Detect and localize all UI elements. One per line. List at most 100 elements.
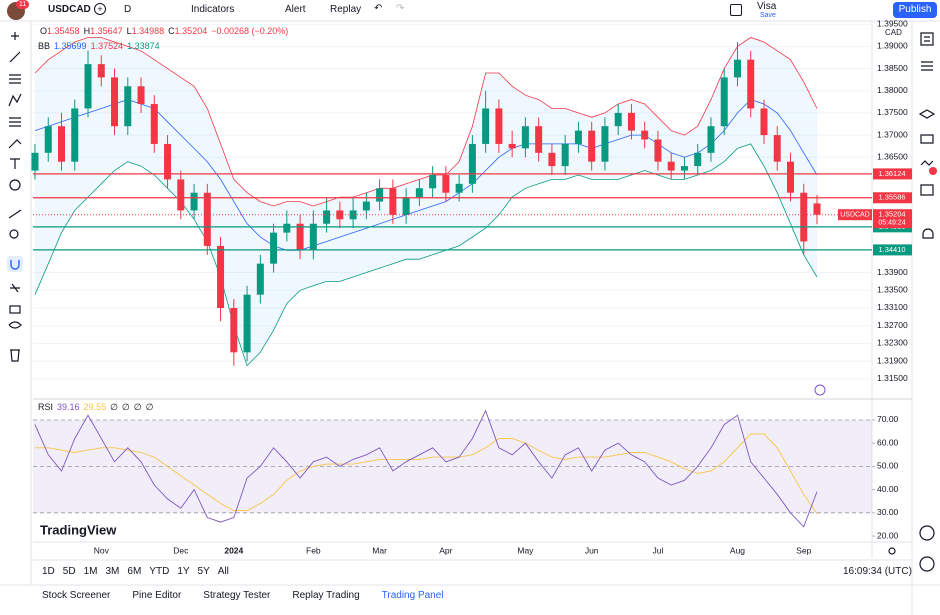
candle-body	[508, 143, 516, 149]
bb-value: 1.35699	[54, 41, 87, 51]
ohlc-label: H	[83, 26, 91, 36]
bottom-tab[interactable]: Strategy Tester	[203, 590, 271, 601]
y-tick-label: 1.38000	[877, 85, 908, 95]
candle-body	[283, 223, 291, 233]
bottom-tab[interactable]: Trading Panel	[381, 590, 444, 601]
compare-button[interactable]: +	[94, 3, 106, 15]
left-tools	[7, 32, 23, 362]
y-tick-label: 1.32300	[877, 338, 908, 348]
watermark: TradingView	[40, 522, 117, 537]
candle-body	[177, 179, 185, 211]
y-tick-label: 1.36500	[877, 151, 908, 161]
replay-button[interactable]: Replay	[330, 4, 362, 15]
ohlc-value: 1.35458	[47, 26, 80, 36]
band-line	[34, 99, 818, 251]
level-label: 1.34410	[878, 245, 905, 254]
candle-body	[760, 108, 768, 136]
time-range[interactable]: All	[217, 566, 229, 577]
ohlc-legend: O1.35458 H1.35647 L1.34988 C1.35204 −0.00268…	[40, 26, 292, 36]
time-range[interactable]: 5Y	[197, 566, 210, 577]
candle-body	[667, 161, 675, 171]
rsi-value: ∅	[145, 402, 154, 412]
level-label-box	[873, 244, 912, 256]
avatar-badge: 11	[16, 0, 30, 9]
ohlc-label: O	[40, 26, 48, 36]
y-tick-label: 1.33100	[877, 302, 908, 312]
candle-body	[548, 152, 556, 167]
time-ranges: 1D 5D 1M 3M 6M YTD 1Y 5Y All	[42, 565, 237, 579]
time-range[interactable]: 1M	[83, 566, 98, 577]
rsi-value: ∅	[110, 402, 118, 412]
publish-button[interactable]: Publish	[893, 2, 937, 18]
rsi-value: ∅	[133, 402, 142, 412]
level-label: 1.36124	[878, 169, 905, 178]
alert-button[interactable]: Alert	[285, 4, 306, 15]
candle-body	[773, 135, 781, 162]
interval[interactable]: D	[124, 4, 132, 15]
bottom-tabs: Stock Screener Pine Editor Strategy Tester…	[42, 589, 466, 603]
candle-body	[521, 126, 529, 149]
bottom-tab[interactable]: Pine Editor	[132, 590, 182, 601]
time-range[interactable]: YTD	[149, 566, 170, 577]
time-range[interactable]: 1Y	[177, 566, 190, 577]
y-tick-label: 1.33500	[877, 285, 908, 295]
candle-body	[588, 130, 596, 162]
candle-body	[442, 174, 450, 193]
candle-body	[217, 245, 225, 308]
rsi-line	[34, 409, 818, 528]
time-range[interactable]: 6M	[127, 566, 142, 577]
y-tick-label: 1.33900	[877, 267, 908, 277]
y-tick-label: 60.00	[877, 437, 899, 447]
candle-body	[482, 108, 490, 144]
candle-body	[111, 77, 119, 127]
bottom-tab[interactable]: Stock Screener	[42, 590, 111, 601]
last-price-label: 1.35204	[878, 210, 905, 219]
rsi-legend: RSI 39.16 29.55 ∅ ∅ ∅ ∅	[38, 402, 157, 413]
y-tick-label: 1.39500	[877, 18, 908, 28]
candle-body	[627, 112, 635, 131]
bb-value: 1.33874	[127, 41, 160, 51]
candle-body	[495, 108, 503, 144]
level-label: 1.35586	[878, 193, 905, 202]
ohlc-label: C	[168, 26, 175, 36]
x-tick-label: Nov	[94, 545, 110, 555]
candle-body	[654, 139, 662, 162]
candle-body	[720, 77, 728, 127]
flash-icon[interactable]	[814, 384, 826, 396]
y-tick-label: 1.38500	[877, 63, 908, 73]
x-tick-label: Aug	[730, 545, 745, 555]
candle-body	[31, 152, 39, 171]
y-tick-label: 40.00	[877, 484, 899, 494]
time-range[interactable]: 5D	[62, 566, 76, 577]
bottom-tab[interactable]: Replay Trading	[292, 590, 360, 601]
candle-body	[376, 188, 384, 202]
candle-body	[786, 161, 794, 193]
redo-button[interactable]: ↷	[396, 3, 405, 14]
y-tick-label: 20.00	[877, 530, 899, 540]
time-range[interactable]: 1D	[42, 566, 55, 577]
candle-body	[270, 232, 278, 264]
y-tick-label: 1.31500	[877, 373, 908, 383]
ohlc-label: L	[126, 26, 132, 36]
candle-body	[44, 126, 52, 153]
undo-button[interactable]: ↶	[374, 3, 383, 14]
last-price-box	[873, 209, 912, 229]
candle-body	[402, 197, 410, 215]
candle-body	[124, 86, 132, 127]
right-tools	[918, 32, 937, 572]
candle-body	[84, 64, 92, 109]
countdown: 05:49:24	[878, 220, 905, 227]
layout-icon[interactable]	[730, 4, 742, 16]
candle-body	[561, 143, 569, 167]
symbol[interactable]: USDCAD	[48, 4, 91, 15]
x-tick-label: Apr	[439, 545, 452, 555]
rsi-line	[35, 433, 818, 515]
layout-name[interactable]: Visa	[757, 1, 777, 12]
top-toolbar: 11 USDCAD + D Indicators Alert Replay ↶ …	[0, 0, 940, 21]
indicators-button[interactable]: Indicators	[191, 4, 235, 15]
candle-body	[323, 210, 331, 224]
time-range[interactable]: 3M	[105, 566, 120, 577]
ohlc-value: −0.00268 (−0.20%)	[211, 26, 289, 36]
axis-currency: CAD	[885, 28, 902, 37]
candle-body	[137, 86, 145, 105]
